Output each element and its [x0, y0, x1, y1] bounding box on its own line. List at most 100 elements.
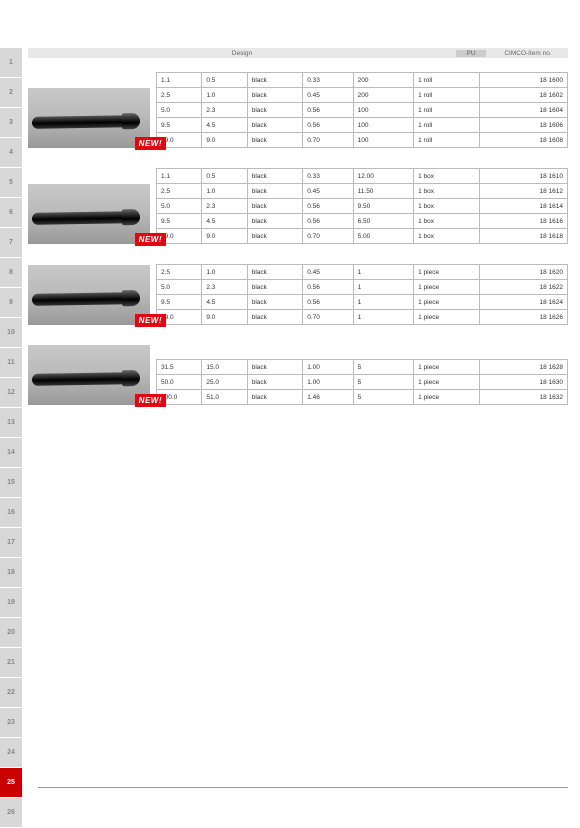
sidebar-tab-11[interactable]: 11 [0, 348, 22, 377]
sidebar-tab-16[interactable]: 16 [0, 498, 22, 527]
sidebar-tab-26[interactable]: 26 [0, 798, 22, 827]
table-row: 5.02.3black0.561001 roll18 1604 [157, 103, 568, 118]
sidebar-tab-20[interactable]: 20 [0, 618, 22, 647]
cell-c1: 5.0 [157, 199, 202, 214]
cell-c5: 200 [353, 88, 414, 103]
cell-c5: 100 [353, 118, 414, 133]
cell-c1: 31.5 [157, 360, 202, 375]
cell-c4: 0.56 [303, 214, 353, 229]
cell-c7: 18 1614 [479, 199, 567, 214]
sidebar-tab-23[interactable]: 23 [0, 708, 22, 737]
cell-c7: 18 1620 [479, 265, 567, 280]
sidebar-tab-8[interactable]: 8 [0, 258, 22, 287]
new-badge: NEW! [135, 394, 166, 407]
sidebar-tab-7[interactable]: 7 [0, 228, 22, 257]
cell-c2: 4.5 [202, 295, 247, 310]
footer-divider [38, 787, 568, 788]
cell-c4: 0.56 [303, 103, 353, 118]
cell-c4: 0.56 [303, 199, 353, 214]
sidebar-tab-15[interactable]: 15 [0, 468, 22, 497]
cell-c4: 0.33 [303, 73, 353, 88]
header-design: Design [28, 50, 456, 57]
sidebar-tab-6[interactable]: 6 [0, 198, 22, 227]
cell-c5: 100 [353, 103, 414, 118]
cell-c1: 9.5 [157, 295, 202, 310]
cell-c4: 0.70 [303, 310, 353, 325]
cell-c6: 1 piece [414, 390, 480, 405]
cell-c7: 18 1610 [479, 169, 567, 184]
table-row: 19.09.0black0.7011 piece18 1626 [157, 310, 568, 325]
table-row: 9.54.5black0.566.501 box18 1616 [157, 214, 568, 229]
cell-c5: 100 [353, 133, 414, 148]
cell-c6: 1 piece [414, 280, 480, 295]
product-image: NEW! [28, 88, 150, 148]
cell-c1: 9.5 [157, 118, 202, 133]
sidebar-tab-25[interactable]: 25 [0, 768, 22, 797]
sidebar-tab-9[interactable]: 9 [0, 288, 22, 317]
cell-c1: 2.5 [157, 265, 202, 280]
table-row: 50.025.0black1.0051 piece18 1630 [157, 375, 568, 390]
cell-c5: 9.50 [353, 199, 414, 214]
cell-c4: 1.00 [303, 360, 353, 375]
cell-c5: 1 [353, 310, 414, 325]
cell-c6: 1 piece [414, 360, 480, 375]
sidebar: 1234567891011121314151617181920212223242… [0, 48, 22, 828]
sidebar-tab-1[interactable]: 1 [0, 48, 22, 77]
cell-c2: 2.3 [202, 199, 247, 214]
cell-c4: 0.45 [303, 265, 353, 280]
cell-c2: 0.5 [202, 73, 247, 88]
sidebar-tab-4[interactable]: 4 [0, 138, 22, 167]
cell-c5: 1 [353, 280, 414, 295]
product-section: NEW!1.10.5black0.3312.001 box18 16102.51… [28, 168, 568, 244]
cell-c2: 9.0 [202, 133, 247, 148]
cell-c3: black [247, 265, 302, 280]
cell-c7: 18 1608 [479, 133, 567, 148]
sidebar-tab-17[interactable]: 17 [0, 528, 22, 557]
cell-c6: 1 piece [414, 265, 480, 280]
cell-c6: 1 roll [414, 73, 480, 88]
cell-c1: 2.5 [157, 184, 202, 199]
table-row: 2.51.0black0.452001 roll18 1602 [157, 88, 568, 103]
cell-c4: 0.56 [303, 280, 353, 295]
header-pu: PU [456, 50, 486, 57]
cell-c4: 1.00 [303, 375, 353, 390]
cell-c5: 12.00 [353, 169, 414, 184]
cell-c7: 18 1618 [479, 229, 567, 244]
cell-c2: 0.5 [202, 169, 247, 184]
sidebar-tab-3[interactable]: 3 [0, 108, 22, 137]
sidebar-tab-24[interactable]: 24 [0, 738, 22, 767]
product-image: NEW! [28, 345, 150, 405]
cell-c1: 2.5 [157, 88, 202, 103]
sidebar-tab-22[interactable]: 22 [0, 678, 22, 707]
cell-c4: 0.70 [303, 229, 353, 244]
cell-c2: 51.0 [202, 390, 247, 405]
sidebar-tab-18[interactable]: 18 [0, 558, 22, 587]
new-badge: NEW! [135, 137, 166, 150]
cell-c4: 1.46 [303, 390, 353, 405]
cell-c3: black [247, 103, 302, 118]
cell-c3: black [247, 280, 302, 295]
sidebar-tab-14[interactable]: 14 [0, 438, 22, 467]
cell-c7: 18 1612 [479, 184, 567, 199]
sidebar-tab-12[interactable]: 12 [0, 378, 22, 407]
cell-c5: 6.50 [353, 214, 414, 229]
sidebar-tab-2[interactable]: 2 [0, 78, 22, 107]
cell-c3: black [247, 199, 302, 214]
sidebar-tab-5[interactable]: 5 [0, 168, 22, 197]
cell-c6: 1 roll [414, 103, 480, 118]
cell-c7: 18 1628 [479, 360, 567, 375]
sidebar-tab-21[interactable]: 21 [0, 648, 22, 677]
table-row: 2.51.0black0.4511 piece18 1620 [157, 265, 568, 280]
sidebar-tab-19[interactable]: 19 [0, 588, 22, 617]
cell-c5: 1 [353, 265, 414, 280]
sidebar-tab-13[interactable]: 13 [0, 408, 22, 437]
cell-c2: 4.5 [202, 118, 247, 133]
cell-c2: 9.0 [202, 310, 247, 325]
sidebar-tab-10[interactable]: 10 [0, 318, 22, 347]
cell-c3: black [247, 360, 302, 375]
product-table: 1.10.5black0.3312.001 box18 16102.51.0bl… [156, 168, 568, 244]
table-row: 5.02.3black0.5611 piece18 1622 [157, 280, 568, 295]
cell-c3: black [247, 390, 302, 405]
cell-c1: 50.0 [157, 375, 202, 390]
cell-c7: 18 1632 [479, 390, 567, 405]
